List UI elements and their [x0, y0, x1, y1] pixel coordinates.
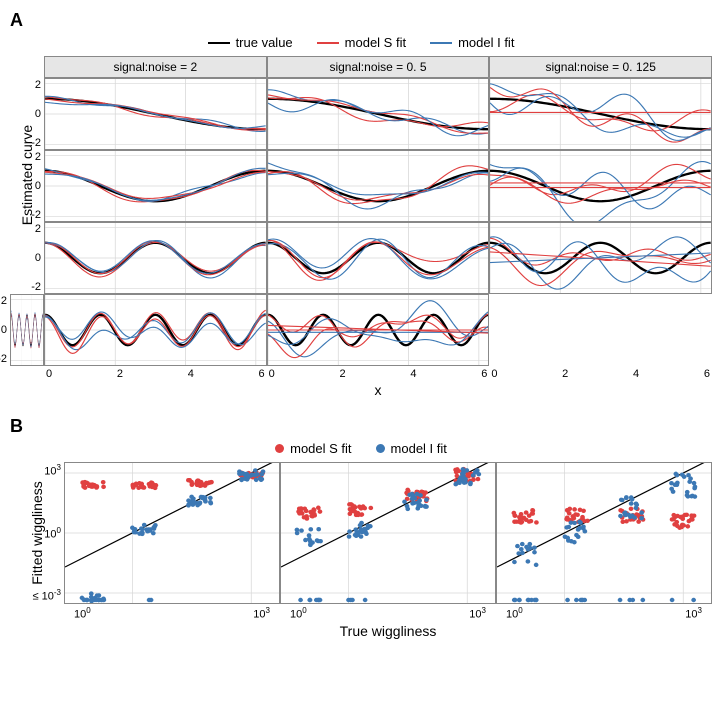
panel-a-label: A — [10, 10, 712, 31]
y-ticks: 20-2 — [21, 223, 41, 293]
x-label: True wiggliness — [64, 621, 712, 639]
x-label: x — [44, 380, 712, 398]
legend-swatch-line — [430, 42, 452, 44]
legend-item: model I fit — [430, 35, 514, 50]
scatter-cell — [280, 462, 496, 604]
chart-cell: 20-2 — [44, 78, 267, 150]
legend-item: model S fit — [275, 441, 351, 456]
x-ticks: 100103 — [496, 604, 712, 621]
chart-cell — [267, 222, 490, 294]
chart-cell: 20-2 — [10, 294, 44, 366]
x-ticks: 0246 — [267, 366, 490, 380]
y-ticks: 20-2 — [21, 79, 41, 149]
panel-b-grid: Fitted wiggliness 103100≤ 10-31001031001… — [10, 462, 712, 639]
legend-swatch-dot — [275, 444, 284, 453]
legend-label: true value — [236, 35, 293, 50]
chart-cell: 20-2 — [44, 150, 267, 222]
panel-a-grid: Estimated curve signal:noise = 2signal:n… — [10, 56, 712, 398]
x-ticks: 100103 — [64, 604, 280, 621]
chart-cell — [267, 294, 490, 366]
y-ticks: 103100≤ 10-3 — [27, 463, 61, 603]
chart-cell — [267, 78, 490, 150]
facet-header: signal:noise = 0. 125 — [489, 56, 712, 78]
x-ticks: 100103 — [280, 604, 496, 621]
scatter-cell: 103100≤ 10-3 — [64, 462, 280, 604]
panel-b-label: B — [10, 416, 712, 437]
y-ticks: 20-2 — [0, 295, 7, 365]
x-ticks: 0246 — [44, 366, 267, 380]
legend-label: model I fit — [458, 35, 514, 50]
chart-cell — [489, 222, 712, 294]
chart-cell — [489, 78, 712, 150]
legend-item: true value — [208, 35, 293, 50]
legend-label: model I fit — [391, 441, 447, 456]
y-ticks: 20-2 — [21, 151, 41, 221]
legend-swatch-line — [317, 42, 339, 44]
panel-b-legend: model S fit model I fit — [10, 437, 712, 462]
chart-cell — [489, 150, 712, 222]
legend-swatch-dot — [376, 444, 385, 453]
legend-item: model I fit — [376, 441, 447, 456]
chart-cell — [267, 150, 490, 222]
panel-a-legend: true value model S fit model I fit — [10, 31, 712, 56]
legend-item: model S fit — [317, 35, 406, 50]
facet-header: signal:noise = 0. 5 — [267, 56, 490, 78]
x-ticks: 0246 — [489, 366, 712, 380]
legend-label: model S fit — [345, 35, 406, 50]
legend-label: model S fit — [290, 441, 351, 456]
scatter-cell — [496, 462, 712, 604]
facet-header: signal:noise = 2 — [44, 56, 267, 78]
chart-cell: 20-2 — [44, 222, 267, 294]
legend-swatch-line — [208, 42, 230, 44]
chart-cell — [44, 294, 267, 366]
